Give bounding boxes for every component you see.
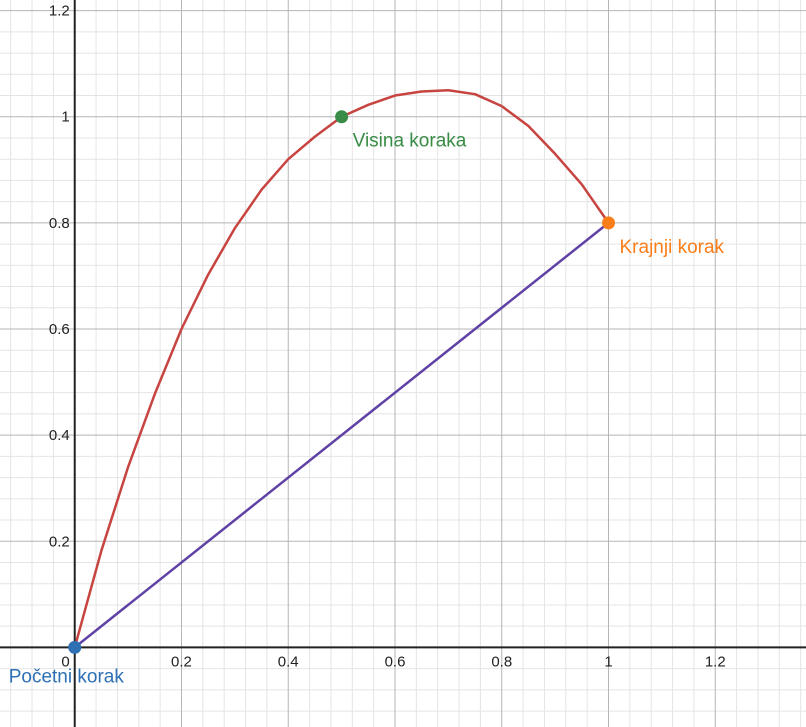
series-line-step-arc: [73, 88, 610, 649]
y-tick-label: 1: [61, 109, 69, 126]
x-tick-label: 0.6: [385, 653, 406, 670]
point-label-krajnji: Krajnji korak: [620, 237, 725, 258]
series-line-step-line: [73, 221, 610, 649]
tick-labels: 0.2 0.4 0.6 0.8 1 1.2 0.2 0.4 0.6 0.8 1 1.2 0: [49, 3, 726, 671]
point-label-visina: Visina koraka: [353, 131, 467, 152]
point-krajnji: [602, 216, 616, 230]
point-visina: [335, 110, 349, 124]
y-tick-label: 0.4: [49, 427, 70, 444]
origin-tick-label: 0: [61, 653, 69, 670]
x-tick-label: 1: [604, 653, 612, 670]
series-layer: [73, 88, 610, 649]
x-tick-label: 0.4: [278, 653, 299, 670]
y-tick-label: 1.2: [49, 3, 70, 20]
x-tick-label: 1.2: [705, 653, 726, 670]
point-pocetni: [68, 640, 82, 654]
y-tick-label: 0.2: [49, 533, 70, 550]
x-tick-label: 0.8: [491, 653, 512, 670]
point-label-pocetni: Početni korak: [9, 666, 125, 687]
x-tick-label: 0.2: [171, 653, 192, 670]
y-tick-label: 0.6: [49, 321, 70, 338]
y-tick-label: 0.8: [49, 215, 70, 232]
points-layer: Početni korak Visina koraka Krajnji korak: [9, 110, 725, 687]
